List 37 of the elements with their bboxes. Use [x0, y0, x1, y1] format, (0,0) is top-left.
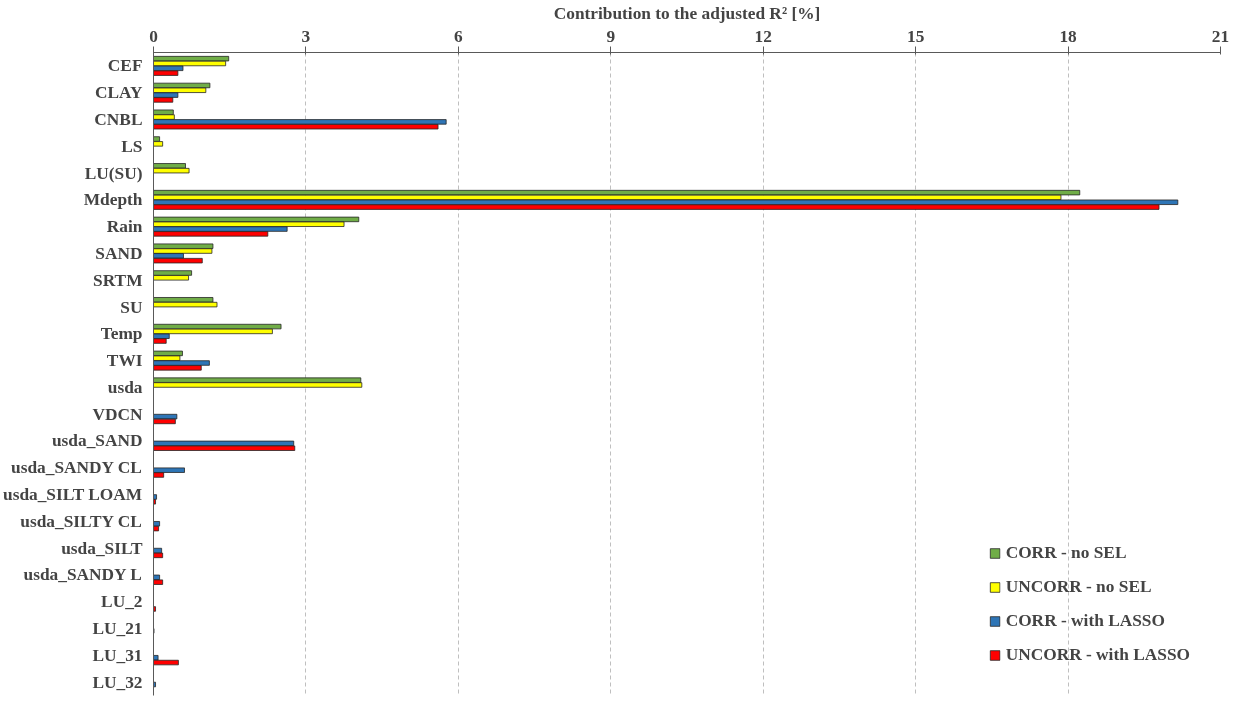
- legend-label: UNCORR - no SEL: [1005, 577, 1152, 597]
- y-tick-label: SRTM: [93, 270, 143, 290]
- y-tick-label: usda_SILT: [61, 538, 143, 558]
- y-tick-label: usda_SAND: [51, 431, 143, 451]
- y-tick-label: VDCN: [92, 404, 143, 424]
- x-tick-label: 18: [1059, 26, 1078, 46]
- y-tick-label: LU_2: [101, 592, 143, 612]
- y-tick-label: CNBL: [94, 109, 143, 129]
- x-tick-label: 15: [906, 26, 925, 46]
- y-tick-label: CEF: [107, 56, 143, 76]
- x-tick-label: 0: [149, 26, 158, 46]
- y-tick-label: usda_SILTY CL: [20, 511, 142, 531]
- y-tick-label: LU_21: [92, 619, 143, 639]
- y-tick-label: LU(SU): [84, 163, 143, 183]
- y-tick-label: usda: [107, 377, 143, 397]
- legend-label: UNCORR - with LASSO: [1005, 645, 1190, 665]
- y-tick-label: usda_SANDY CL: [11, 458, 142, 478]
- x-tick-label: 12: [754, 26, 772, 46]
- y-tick-label: Mdepth: [83, 190, 143, 210]
- x-tick-label: 9: [606, 26, 616, 46]
- y-tick-label: SU: [120, 297, 143, 317]
- y-tick-label: usda_SILT LOAM: [3, 485, 143, 505]
- y-tick-label: LS: [121, 136, 143, 156]
- y-tick-label: Rain: [106, 217, 143, 237]
- legend-label: CORR - no SEL: [1005, 543, 1127, 563]
- y-tick-label: CLAY: [94, 83, 143, 103]
- y-tick-label: LU_32: [92, 672, 143, 692]
- y-tick-label: TWI: [106, 351, 143, 371]
- y-tick-label: SAND: [95, 243, 143, 263]
- x-axis-title: Contribution to the adjusted R² [%]: [553, 3, 821, 23]
- x-tick-label: 6: [454, 26, 464, 46]
- x-tick-label: 21: [1211, 26, 1230, 46]
- x-tick-label: 3: [301, 26, 311, 46]
- legend-label: CORR - with LASSO: [1005, 611, 1165, 631]
- y-tick-label: Temp: [100, 324, 143, 344]
- y-tick-label: LU_31: [92, 645, 143, 665]
- y-tick-label: usda_SANDY L: [23, 565, 142, 585]
